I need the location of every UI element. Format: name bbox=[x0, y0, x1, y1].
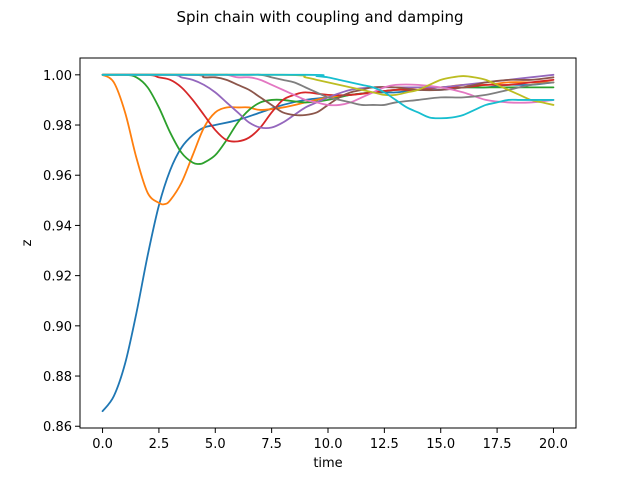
x-tick-label: 15.0 bbox=[426, 437, 455, 452]
y-tick-label: 1.00 bbox=[43, 69, 72, 84]
y-tick-label: 0.90 bbox=[43, 320, 72, 335]
chart-title: Spin chain with coupling and damping bbox=[176, 8, 463, 26]
y-tick-label: 0.94 bbox=[43, 219, 72, 234]
y-axis-label: z bbox=[20, 239, 35, 246]
x-axis-label: time bbox=[313, 456, 342, 471]
y-tick-label: 0.86 bbox=[43, 420, 72, 435]
x-tick-label: 0.0 bbox=[92, 437, 113, 452]
x-tick-label: 10.0 bbox=[314, 437, 343, 452]
series-line-7 bbox=[101, 73, 555, 107]
series-line-5 bbox=[101, 73, 555, 130]
x-axis: 0.0 2.5 5.0 7.5 10.0 12.5 15.0 17.5 20.0 bbox=[92, 428, 568, 452]
x-tick-label: 20.0 bbox=[539, 437, 568, 452]
x-tick-label: 17.5 bbox=[483, 437, 512, 452]
x-tick-label: 7.5 bbox=[261, 437, 282, 452]
x-tick-label: 2.5 bbox=[149, 437, 170, 452]
series-line-8 bbox=[101, 73, 555, 107]
series-layer bbox=[101, 73, 555, 413]
y-axis: 0.86 0.88 0.90 0.92 0.94 0.96 0.98 1.00 bbox=[43, 69, 80, 435]
y-tick-label: 0.96 bbox=[43, 169, 72, 184]
x-tick-label: 12.5 bbox=[370, 437, 399, 452]
series-line-10 bbox=[101, 73, 555, 120]
y-tick-label: 0.92 bbox=[43, 270, 72, 285]
y-tick-label: 0.88 bbox=[43, 370, 72, 385]
series-line-9 bbox=[101, 73, 555, 106]
series-line-6 bbox=[101, 73, 555, 117]
y-tick-label: 0.98 bbox=[43, 119, 72, 134]
x-tick-label: 5.0 bbox=[205, 437, 226, 452]
